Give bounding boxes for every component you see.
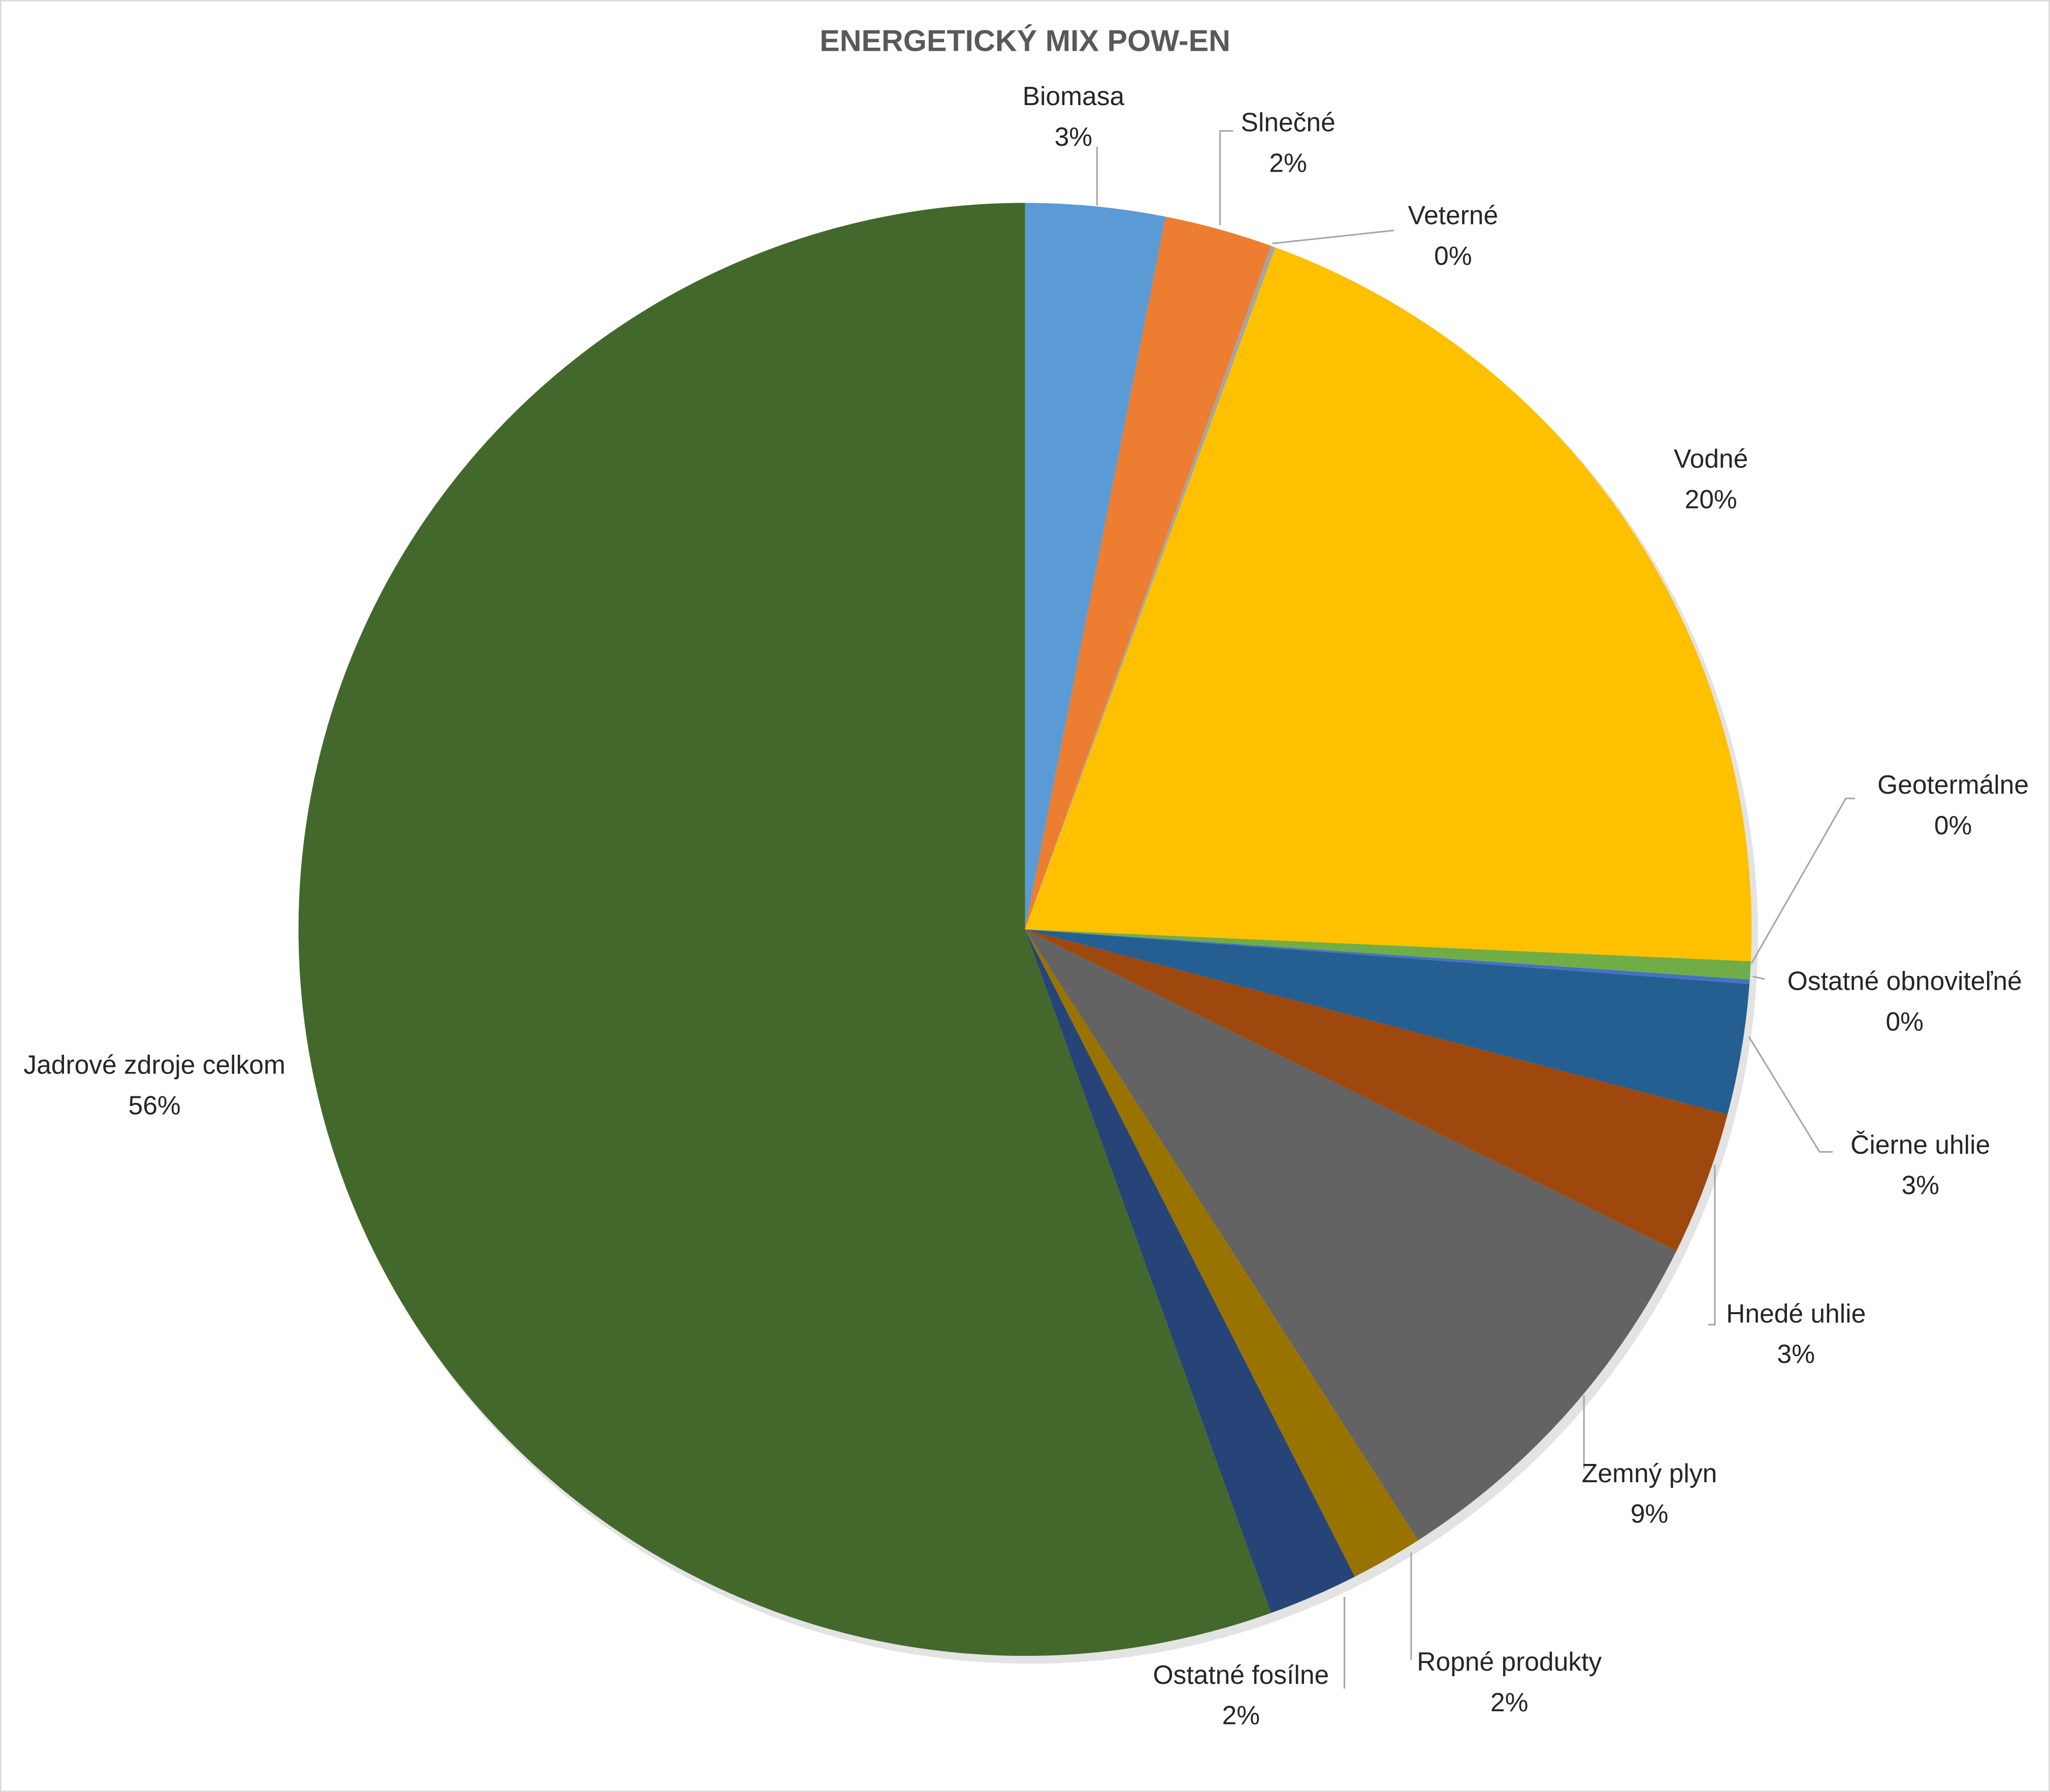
data-label: 0% [1934,810,1972,840]
leader-line [1748,1036,1833,1153]
pie-slice [1025,929,1750,1115]
slice-label: Slnečné [1241,108,1335,137]
slice-label: Ostatné fosílne [1153,1660,1329,1689]
data-label: 20% [1685,484,1737,514]
slice-label: Jadrové zdroje celkom [23,1050,285,1080]
data-label: 2% [1490,1687,1528,1717]
data-label: 0% [1886,1006,1924,1036]
slice-label: Geotermálne [1877,770,2029,799]
leader-line [1752,975,1765,980]
data-label: 3% [1777,1339,1815,1369]
pie-slice [1025,929,1751,980]
chart-title: ENERGETICKÝ MIX POW-EN [820,24,1230,58]
slice-label: Zemný plyn [1582,1458,1717,1488]
data-label: 0% [1434,241,1472,270]
pie-slice [1025,929,1418,1577]
data-label: 3% [1901,1170,1939,1200]
data-label: 56% [128,1090,181,1120]
slice-label: Vodné [1674,444,1748,473]
data-label: 3% [1055,122,1093,151]
pie-slice [298,203,1272,1656]
pie [298,203,1752,1656]
pie-slice [1025,246,1276,930]
pie-slice [1025,216,1272,930]
pie-slice [1025,929,1677,1541]
leader-line [1272,230,1394,245]
leader-line [1708,1165,1716,1326]
leader-line [1219,130,1233,225]
slice-label: Ostatné obnoviteľné [1787,966,2022,996]
pie-slice [1025,247,1752,962]
slice-label: Hnedé uhlie [1726,1298,1866,1328]
leader-line [1750,797,1855,964]
data-label: 2% [1222,1701,1260,1730]
slice-label: Ropné produkty [1417,1647,1602,1676]
pie-slice [1025,203,1166,930]
pie-slice [1025,929,1750,985]
slice-label: Čierne uhlie [1850,1130,1990,1159]
data-label: 9% [1631,1499,1669,1528]
slice-label: Biomasa [1023,81,1125,111]
slice-label: Veterné [1408,201,1499,230]
pie-slice [1025,929,1728,1251]
data-label: 2% [1269,148,1307,177]
pie-slice [1025,929,1355,1613]
